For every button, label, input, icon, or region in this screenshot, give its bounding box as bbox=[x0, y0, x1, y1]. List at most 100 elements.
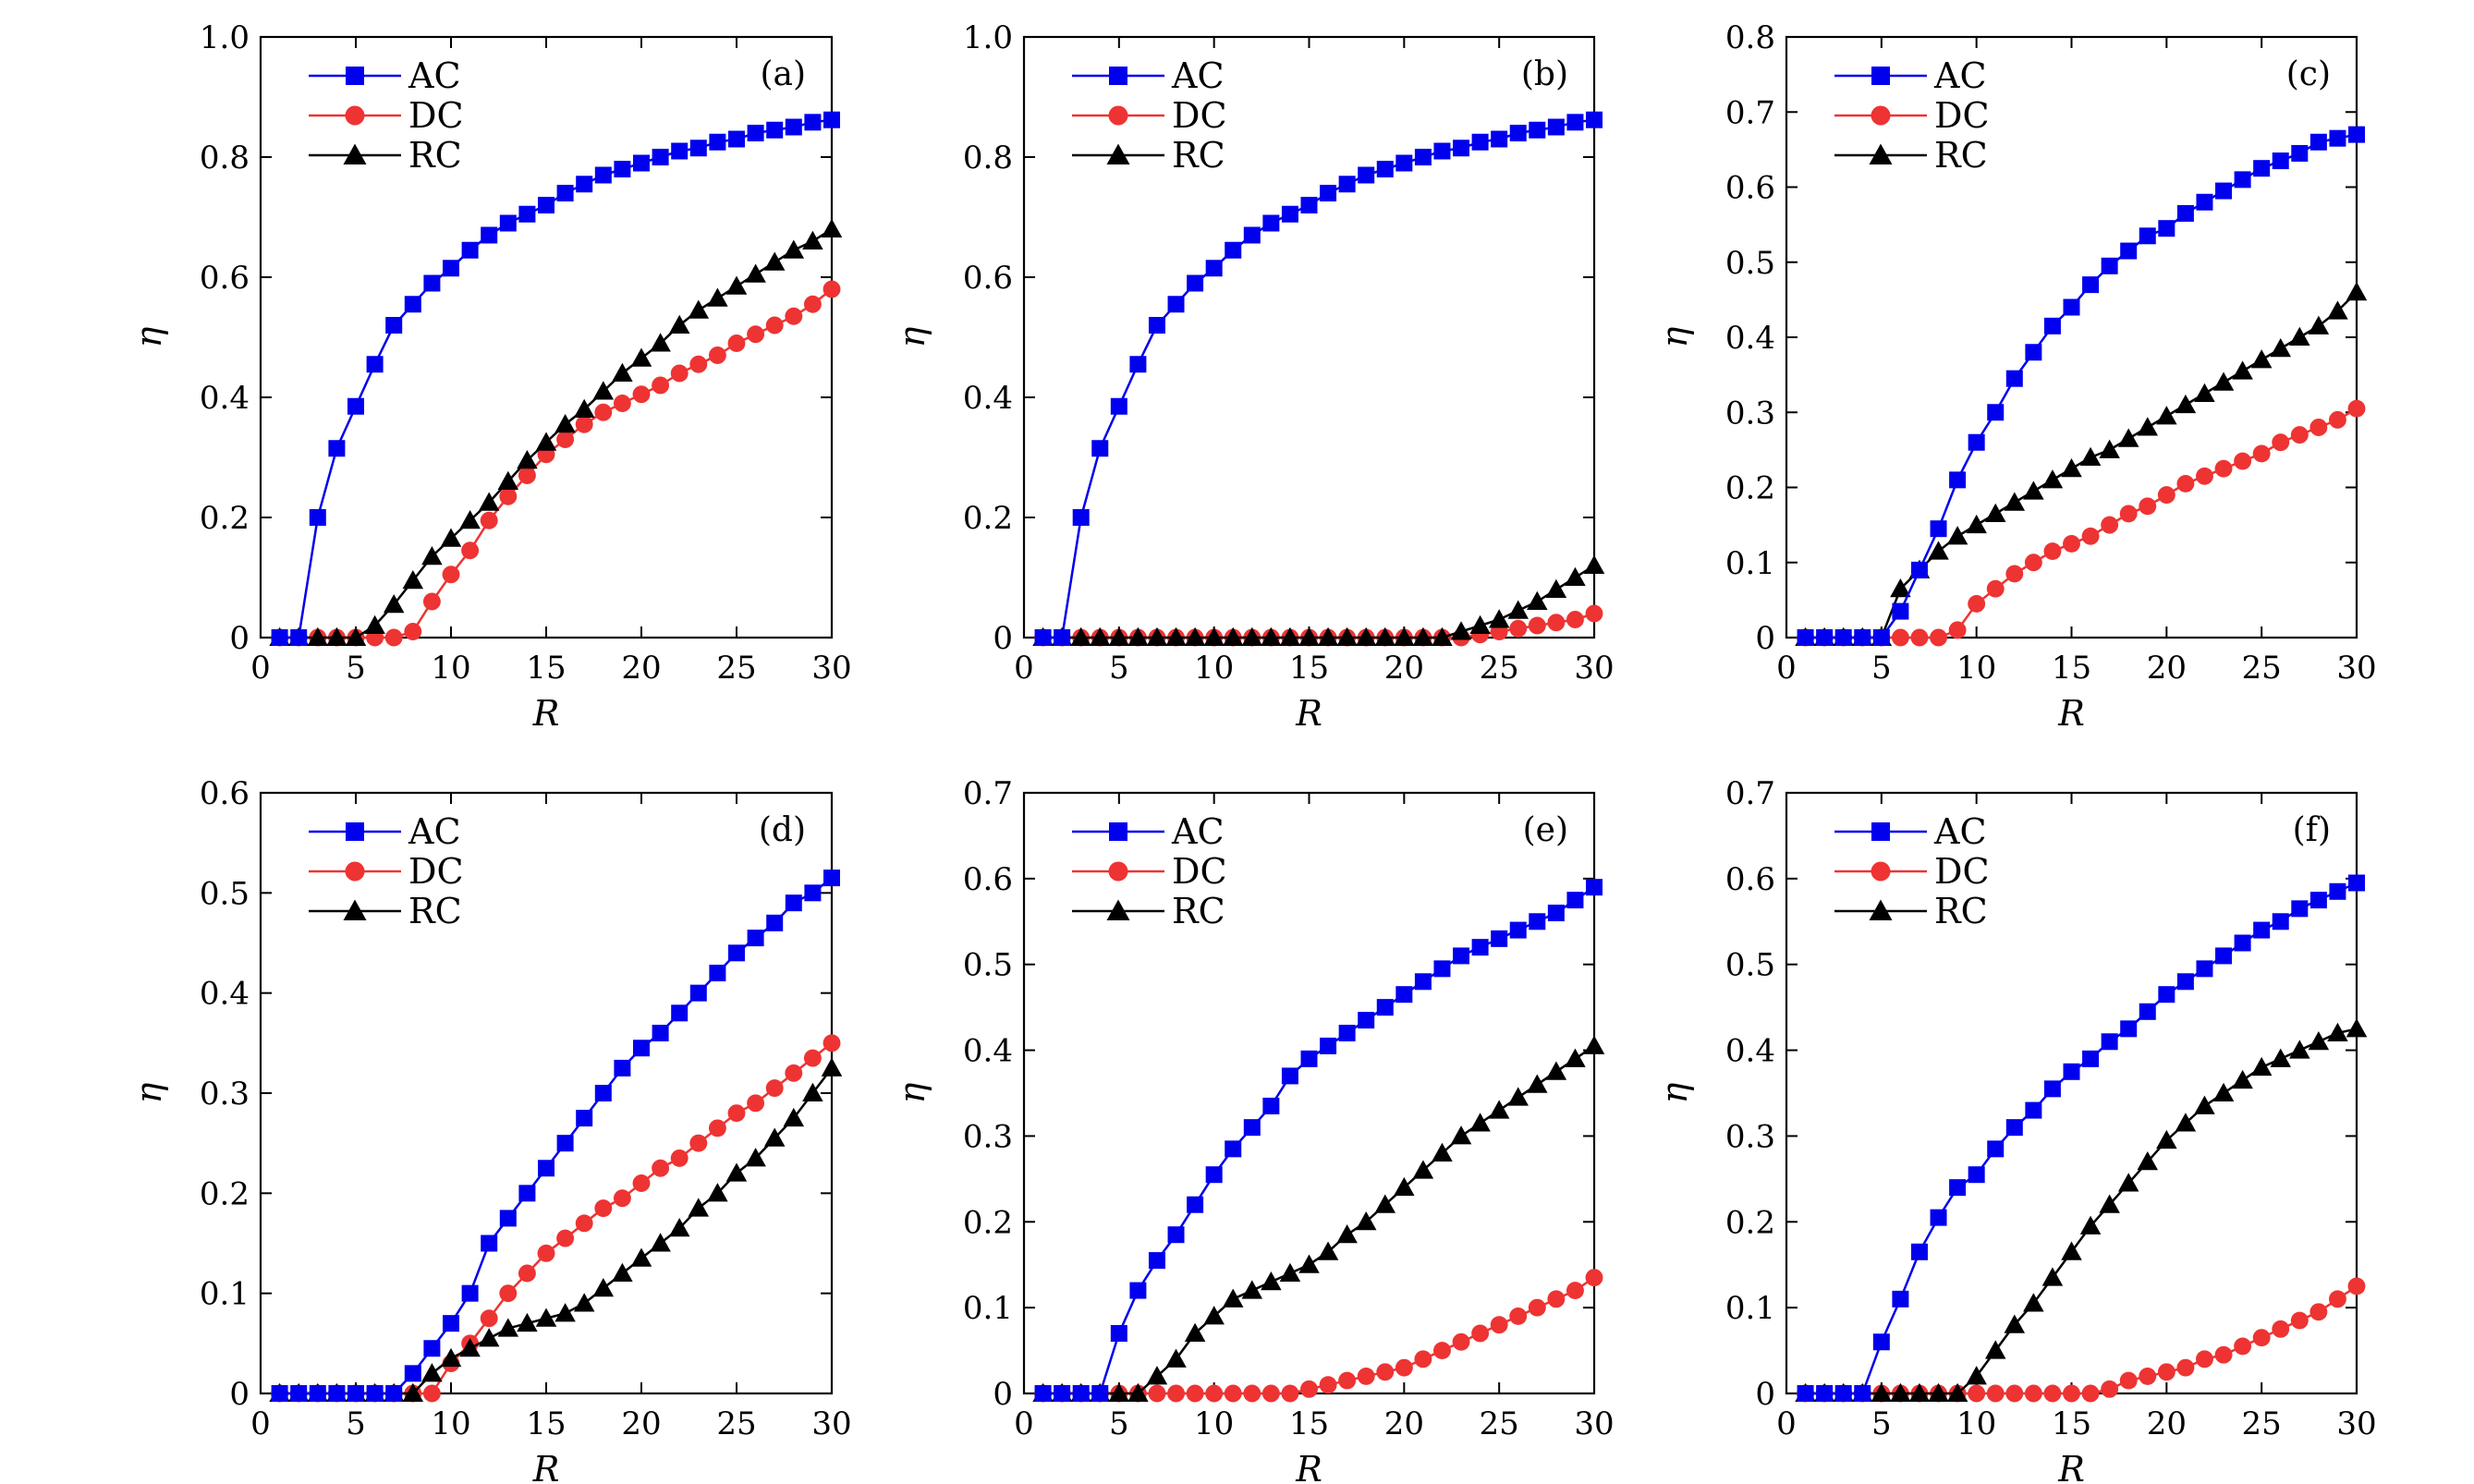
data-point-rc bbox=[2156, 1129, 2177, 1149]
data-point-ac bbox=[1491, 130, 1508, 148]
data-point-ac bbox=[556, 1135, 574, 1152]
data-point-rc bbox=[1432, 1142, 1453, 1162]
data-point-ac bbox=[1243, 226, 1261, 244]
data-point-dc bbox=[2081, 527, 2100, 545]
data-point-rc bbox=[1469, 1113, 1491, 1132]
data-point-dc bbox=[556, 1229, 575, 1247]
data-point-rc bbox=[1317, 1241, 1339, 1260]
data-point-rc bbox=[2308, 1031, 2330, 1051]
x-axis-title: R bbox=[1295, 693, 1322, 734]
data-point-ac bbox=[689, 984, 707, 1002]
x-tick-label: 25 bbox=[2242, 650, 2282, 687]
data-point-ac bbox=[1262, 1097, 1280, 1114]
data-point-ac bbox=[2253, 921, 2271, 939]
data-point-ac bbox=[709, 133, 726, 151]
y-tick-label: 0.4 bbox=[1725, 320, 1775, 357]
data-point-ac bbox=[576, 1110, 593, 1127]
x-tick-label: 15 bbox=[1289, 650, 1329, 687]
y-tick-label: 0.6 bbox=[963, 260, 1013, 297]
data-point-rc bbox=[402, 1382, 424, 1402]
data-point-rc bbox=[1374, 626, 1396, 646]
data-point-ac bbox=[1376, 999, 1394, 1016]
data-point-ac bbox=[1797, 629, 1814, 646]
data-point-rc bbox=[2270, 337, 2291, 358]
data-point-ac bbox=[1395, 986, 1413, 1004]
data-point-dc bbox=[823, 1034, 841, 1052]
data-point-ac bbox=[747, 125, 764, 141]
legend-label: RC bbox=[408, 135, 462, 176]
legend-marker-dc bbox=[345, 861, 365, 882]
legend-label: AC bbox=[1933, 811, 1987, 852]
data-point-ac bbox=[2309, 133, 2327, 151]
data-point-dc bbox=[689, 1134, 708, 1152]
data-point-ac bbox=[766, 121, 784, 139]
data-point-ac bbox=[1187, 1196, 1204, 1213]
data-point-ac bbox=[1243, 1119, 1261, 1137]
legend-label: RC bbox=[408, 891, 462, 931]
y-tick-label: 0.2 bbox=[1725, 470, 1775, 507]
data-point-dc bbox=[1395, 1358, 1413, 1377]
data-point-ac bbox=[2158, 986, 2175, 1004]
x-tick-label: 25 bbox=[716, 650, 756, 687]
data-point-rc bbox=[1279, 1262, 1301, 1282]
data-point-ac bbox=[2272, 913, 2289, 931]
data-point-rc bbox=[1450, 621, 1472, 640]
panel-6: 0 5 10 15 20 25 30 0 0.1 0.2 0.3 0.4 0.5 0.6 0.7 Rη (f) A… bbox=[1654, 775, 2377, 1484]
data-point-rc bbox=[668, 314, 690, 334]
data-point-rc bbox=[821, 1057, 843, 1077]
data-point-dc bbox=[1452, 1332, 1470, 1351]
data-point-dc bbox=[480, 1309, 498, 1328]
data-point-ac bbox=[518, 1185, 536, 1202]
legend-label: RC bbox=[1934, 135, 1988, 176]
panel-label: (f) bbox=[2293, 811, 2331, 849]
data-point-rc bbox=[1317, 626, 1339, 646]
data-point-rc bbox=[1355, 626, 1377, 646]
x-axis-title: R bbox=[1295, 1449, 1322, 1484]
x-axis-title: R bbox=[532, 1449, 560, 1484]
data-point-ac bbox=[309, 1385, 326, 1402]
data-point-ac bbox=[404, 1365, 421, 1382]
data-point-dc bbox=[575, 1214, 593, 1233]
legend-label: DC bbox=[1934, 95, 1990, 136]
data-point-rc bbox=[478, 492, 500, 511]
data-point-rc bbox=[459, 1338, 481, 1357]
data-point-rc bbox=[2250, 1056, 2273, 1077]
data-point-rc bbox=[1108, 1382, 1130, 1402]
data-point-dc bbox=[689, 355, 708, 373]
data-point-rc bbox=[688, 299, 710, 319]
data-point-ac bbox=[614, 1059, 631, 1077]
panel-label: (d) bbox=[759, 811, 806, 849]
data-point-ac bbox=[1930, 520, 1947, 538]
data-point-rc bbox=[1261, 1271, 1282, 1291]
series-ac bbox=[1797, 874, 2365, 1402]
data-point-ac bbox=[2291, 144, 2309, 162]
data-point-ac bbox=[1205, 260, 1223, 277]
x-tick-label: 15 bbox=[2052, 1405, 2091, 1442]
x-tick-label: 20 bbox=[621, 650, 661, 687]
data-point-dc bbox=[1186, 1384, 1204, 1403]
legend-marker-rc bbox=[1106, 899, 1130, 920]
legend-label: DC bbox=[408, 851, 464, 892]
y-tick-label: 0 bbox=[1755, 620, 1775, 657]
data-point-rc bbox=[1108, 626, 1130, 646]
data-point-rc bbox=[1355, 1211, 1377, 1231]
data-point-ac bbox=[1453, 140, 1470, 157]
data-point-ac bbox=[1509, 921, 1527, 939]
data-point-ac bbox=[290, 629, 308, 646]
data-point-ac bbox=[538, 197, 555, 213]
data-point-dc bbox=[1281, 1384, 1299, 1403]
data-point-rc bbox=[707, 1183, 728, 1202]
data-point-ac bbox=[1433, 142, 1451, 160]
data-point-rc bbox=[497, 1318, 519, 1337]
data-point-ac bbox=[1320, 185, 1337, 201]
data-point-rc bbox=[2194, 383, 2215, 402]
data-point-rc bbox=[821, 218, 843, 237]
data-point-ac bbox=[2272, 152, 2289, 170]
data-point-rc bbox=[650, 333, 671, 352]
data-point-ac bbox=[1566, 892, 1584, 909]
series-rc bbox=[269, 218, 843, 646]
y-tick-label: 0.1 bbox=[963, 1290, 1013, 1327]
data-point-rc bbox=[1984, 503, 2006, 522]
data-point-ac bbox=[2234, 934, 2251, 952]
